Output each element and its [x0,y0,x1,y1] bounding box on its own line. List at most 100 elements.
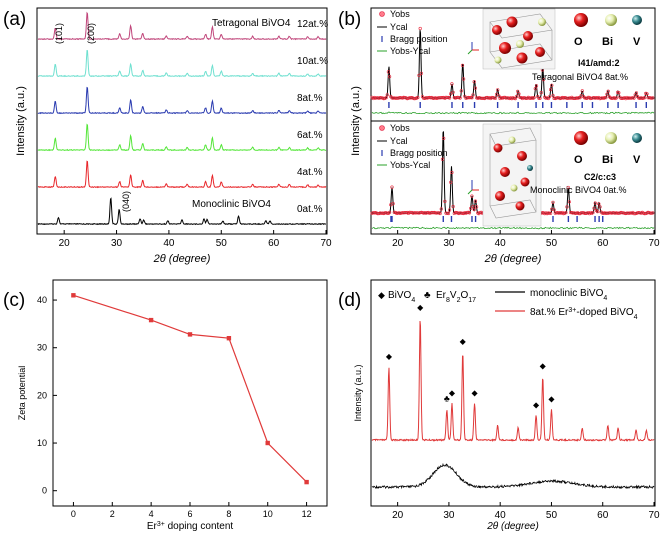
axis-triad-bottom [467,180,479,195]
panel-c-ylabel: Zeta potential [17,366,27,421]
yobs-point-0 [532,95,536,100]
yobs-point-0 [651,96,655,100]
yobs-point-0 [514,94,519,99]
bivo4-peak-marker: ◆ [449,388,456,397]
panel-d-x-ticks: 20 30 40 50 60 70 [392,502,660,521]
panel-a-label: (a) [3,9,26,30]
yobs-point-0 [642,96,647,100]
yobs-point-0 [450,82,454,86]
panel-a-series-labels: 0at.% 4at.% 6at.% 8at.% 10at.% 12at.% [297,19,328,215]
panel-b-x-tick-label: 20 [392,238,404,249]
monoclinic-curve [371,462,655,490]
yobs-point-0 [551,93,555,98]
yobs-point-0 [496,88,500,92]
yobs-point-0 [645,92,649,96]
yobs-point-0 [541,77,546,82]
yobs-point-0 [617,91,621,95]
yobs-point-0 [550,83,554,87]
panel-b-legend-bottom: Yobs Ycal Bragg position Yobs-Ycal [377,123,448,170]
doped-curve [371,320,655,442]
panel-c-x-tick-label: 10 [263,509,273,519]
bivo4-peak-marker: ◆ [533,401,540,410]
yobs-point-1 [548,211,553,215]
yobs-point-0 [614,96,619,100]
yobs-point-0 [517,92,521,96]
yobs-point-0 [634,91,639,95]
panel-d-x-tick-label: 30 [443,510,455,521]
panel-b-x-tick-label: 60 [597,238,609,249]
panel-a-curves [37,11,327,226]
yobs-point-1 [564,211,568,215]
bivo4-peak-marker: ◆ [417,303,424,312]
bivo4-peak-marker: ◆ [471,388,478,397]
panel-c: (c) 0 2 4 6 8 10 12 0 10 20 30 40 Zeta potential Er… [3,279,328,533]
panel-d-x-tick-label: 50 [546,510,558,521]
panel-b-title-top: Tetragonal BiVO4 8at.% [532,72,628,82]
atom-bi-label-2: Bi [602,154,613,166]
legend-diff-label-2: Yobs-Ycal [390,160,430,170]
yobs-point-0 [455,95,459,100]
yobs-point-0 [462,77,466,81]
panel-c-y-tick-label: 30 [37,343,47,353]
series-label-12at.%: 12at.% [297,19,328,30]
panel-a-x-ticks: 20 30 40 50 60 70 [59,230,332,249]
panel-d-x-tick-label: 20 [392,510,404,521]
yobs-point-1 [448,208,452,212]
panel-c-frame [52,279,328,507]
xrd-curve-4at.% [37,160,327,189]
yobs-point-0 [632,96,636,100]
series-label-8at.%: 8at.% [297,93,323,104]
yobs-point-1 [551,200,555,204]
yobs-point-0 [606,89,610,93]
club-legend-symbol: ♣ [424,290,431,301]
yobs-point-1 [446,211,451,216]
panel-d-marker-legend: ◆ BiVO4 ♣ Er8V2O17 [378,290,476,304]
yobs-point-0 [495,92,499,96]
panel-b-xlabel: 2θ (degree) [484,253,542,265]
yobs-point-1 [469,206,473,210]
panel-a-miller-040: (040) [121,191,131,212]
yobs-point-1 [566,185,570,190]
crystal-structure-monoclinic [482,123,542,227]
zeta-point [265,440,270,446]
yobs-point-0 [533,86,537,91]
yobs-point-1 [445,211,449,215]
zeta-point [187,332,193,337]
legend-yobs-marker [379,11,385,17]
panel-a-xlabel: 2θ (degree) [153,253,211,265]
yobs-point-0 [458,96,462,100]
yobs-point-1 [418,211,422,215]
zeta-point [226,336,232,341]
yobs-point-1 [472,207,476,212]
yobs-point-0 [547,95,552,99]
axis-triad-top [467,42,479,55]
panel-c-label: (c) [3,290,25,311]
panel-c-x-tick-label: 0 [71,509,76,519]
yobs-point-1 [591,211,595,215]
yobs-point-1 [473,199,478,203]
yobs-point-1 [651,211,655,215]
panel-c-x-tick-label: 4 [149,509,154,519]
difference-curve-1 [371,226,655,230]
panel-b-title-bottom: Monoclinic BiVO4 0at.% [530,185,627,195]
panel-b-x-tick-label: 50 [546,238,558,249]
panel-c-xlabel: Er3+ doping content [147,521,234,533]
yobs-point-0 [548,87,553,92]
panel-b-x-tick-label: 30 [443,238,455,249]
legend-doped-label: 8at.% Er3+-doped BiVO4 [530,307,638,321]
yobs-point-0 [605,92,609,96]
panel-b-plots [370,26,655,230]
panel-b-x-ticks: 20 30 40 50 60 70 [392,230,660,249]
yobs-point-1 [438,211,442,216]
atom-v-label-2: V [633,154,641,166]
panel-c-y-tick-label: 10 [37,438,47,448]
panel-a-x-tick-label: 70 [320,238,332,249]
panel-a-x-tick-label: 20 [59,238,71,249]
zeta-point [304,479,309,485]
yobs-point-1 [388,210,392,214]
panel-c-series [71,293,309,485]
zeta-line [73,294,308,483]
legend-mono-label: monoclinic BiVO4 [530,288,607,302]
yobs-point-0 [460,63,465,67]
